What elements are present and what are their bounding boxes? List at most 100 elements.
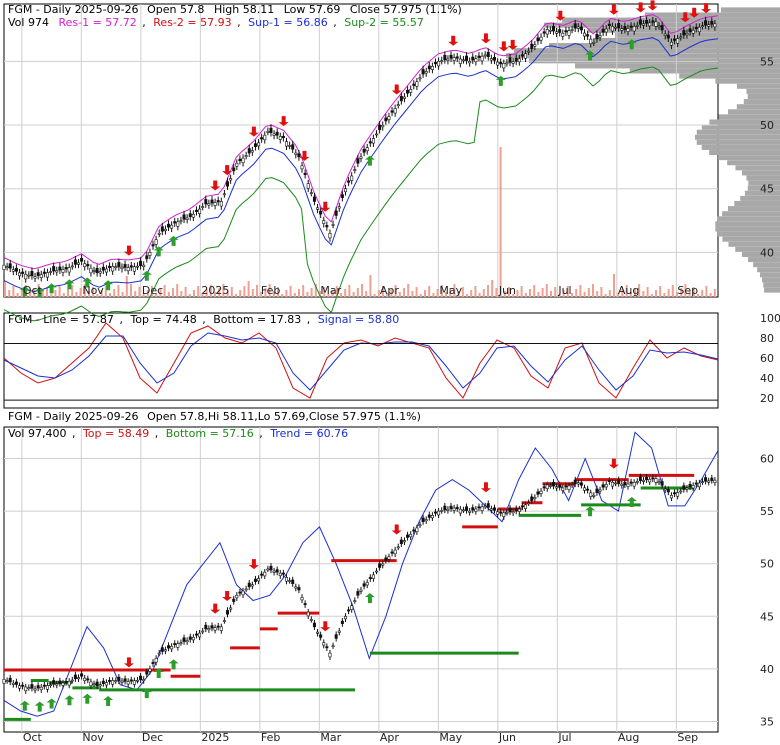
- volume-profile-bar: [747, 185, 780, 191]
- candle-body: [558, 29, 562, 33]
- candle-body: [697, 26, 701, 33]
- month-label: Feb: [261, 284, 280, 297]
- candle-body: [700, 481, 704, 483]
- candle-body: [36, 272, 40, 276]
- p1-header-line1: FGM - Daily 2025-09-26 Open 57.8 High 58…: [8, 3, 462, 16]
- candle-body: [421, 69, 425, 75]
- y-tick-label: 40: [760, 663, 774, 676]
- candle-body: [297, 153, 301, 158]
- candle-body: [14, 267, 18, 272]
- volume-bar: [230, 287, 233, 297]
- candle-body: [191, 637, 195, 641]
- buy-arrow: [153, 246, 164, 257]
- volume-profile-bar: [736, 83, 780, 89]
- buy-arrow: [626, 39, 637, 50]
- y-tick-label: 45: [760, 183, 774, 196]
- candle-body: [545, 484, 549, 489]
- candle-body: [641, 23, 645, 26]
- volume-bar: [499, 147, 502, 297]
- candle-body: [455, 507, 459, 509]
- candle-body: [480, 506, 484, 512]
- month-label: Apr: [380, 731, 400, 744]
- volume-bar: [600, 287, 603, 297]
- volume-bar: [272, 291, 275, 297]
- candle-body: [409, 533, 413, 538]
- candle-body: [406, 534, 410, 538]
- candle-body: [222, 620, 226, 622]
- candle-body: [55, 270, 59, 273]
- volume-bar: [16, 293, 19, 297]
- buy-arrow: [168, 235, 179, 246]
- buy-arrow: [82, 277, 93, 288]
- candle-body: [520, 54, 524, 57]
- volume-bar: [461, 287, 464, 297]
- candle-body: [167, 645, 171, 649]
- volume-bar: [558, 294, 561, 297]
- candle-body: [607, 23, 611, 26]
- buy-arrow: [103, 280, 114, 291]
- volume-profile-bar: [727, 160, 780, 166]
- volume-bar: [243, 286, 246, 297]
- volume-bar: [512, 294, 515, 297]
- candle-body: [340, 620, 344, 624]
- volume-profile-bar: [734, 201, 780, 207]
- candle-body: [530, 43, 534, 49]
- volume-bar: [621, 289, 624, 297]
- candle-body: [272, 570, 276, 573]
- candle-body: [446, 58, 450, 61]
- candle-body: [157, 652, 161, 655]
- volume-bar: [428, 286, 431, 297]
- candle-body: [362, 583, 366, 587]
- volume-bar: [390, 289, 393, 297]
- volume-profile-bar: [715, 78, 780, 84]
- volume-profile-bar: [762, 277, 780, 283]
- candle-body: [101, 680, 105, 684]
- candle-body: [201, 630, 205, 633]
- candle-body: [635, 25, 639, 27]
- month-label: Apr: [380, 284, 400, 297]
- volume-profile-bar: [747, 93, 780, 99]
- candle-body: [536, 37, 540, 42]
- candle-body: [123, 264, 127, 268]
- p3-trend: Trend = 60.76: [269, 427, 348, 440]
- candle-body: [309, 619, 313, 621]
- candle-body: [449, 54, 453, 59]
- sell-arrow: [278, 116, 289, 127]
- volume-bar: [537, 292, 540, 297]
- volume-profile-bar: [718, 114, 780, 120]
- buy-arrow: [34, 701, 45, 712]
- volume-bar: [41, 291, 44, 297]
- volume-bar: [260, 292, 263, 297]
- candle-body: [486, 51, 490, 58]
- candle-body: [210, 199, 214, 204]
- volume-bar: [625, 285, 628, 297]
- candle-body: [673, 38, 677, 41]
- p2-title: FGM - Line = 57.87: [8, 313, 114, 326]
- candle-body: [142, 679, 146, 681]
- candle-body: [567, 30, 571, 36]
- candle-body: [496, 511, 500, 515]
- volume-bar: [327, 294, 330, 297]
- volume-bar: [373, 294, 376, 297]
- volume-bar: [646, 287, 649, 297]
- volume-profile-bar: [615, 32, 780, 38]
- candle-body: [437, 510, 441, 516]
- candle-body: [260, 573, 264, 576]
- sell-arrow: [123, 657, 134, 668]
- buy-arrow: [82, 693, 93, 704]
- month-label: Jul: [557, 731, 571, 744]
- candle-body: [468, 61, 472, 64]
- candle-body: [657, 481, 661, 484]
- candle-body: [135, 265, 139, 268]
- y-tick-label: 40: [760, 372, 774, 385]
- candle-body: [278, 572, 282, 577]
- candle-body: [111, 680, 115, 685]
- volume-bar: [655, 290, 657, 297]
- candle-body: [542, 486, 546, 489]
- candle-body: [80, 673, 84, 677]
- volume-bar: [104, 286, 107, 297]
- volume-bar: [151, 286, 153, 297]
- candle-body: [604, 28, 608, 33]
- candle-body: [471, 507, 475, 511]
- candle-body: [316, 207, 320, 210]
